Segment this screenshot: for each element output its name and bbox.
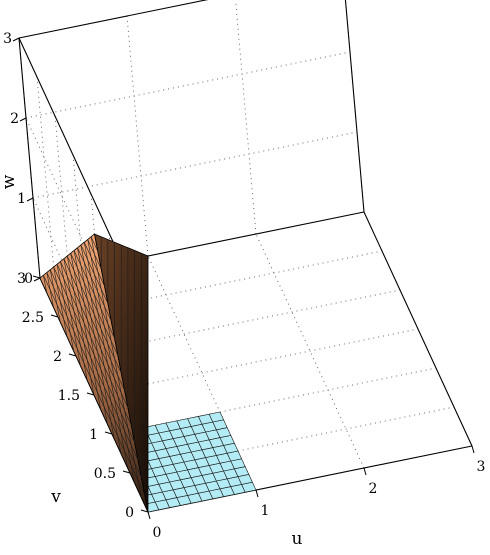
y-tick-label: 2 [53,349,62,365]
box-edge [363,211,473,447]
z-tick-mark [26,197,34,202]
surface [39,233,149,513]
y-tick-label: 1 [89,427,98,443]
grid-line [235,0,257,235]
y-tick-mark [122,470,131,474]
z-tick-mark [19,117,27,122]
y-tick-mark [86,392,95,396]
box-edge [18,0,209,39]
x-tick-mark [147,511,151,520]
grid-line [25,51,351,119]
surface-mesh-line [56,264,132,426]
z-tick-label: 1 [17,191,26,207]
grid-line [18,0,208,39]
x-axis-label: u [292,529,303,549]
surface-mesh-line [83,242,129,469]
x-tick-mark [471,445,475,454]
x-tick-label: 2 [369,481,378,497]
y-tick-label: 3 [17,271,26,287]
x-tick-label: 3 [477,459,486,475]
y-tick-mark [104,431,113,435]
surface-mesh-line [46,272,54,308]
surface-mesh-line [90,236,99,252]
surface-mesh-line [73,250,115,339]
surface-mesh-line [43,275,145,495]
z-axis-label: w [0,174,19,189]
surface-mesh-line [49,269,139,461]
surface-mesh-line [53,266,68,337]
z-tick-mark [12,37,20,42]
surface-mesh-line [70,253,119,356]
y-axis-label: v [50,487,61,507]
surface-mesh-line [77,247,112,322]
z-tick-mark [33,277,41,282]
y-tick-label: 2.5 [22,310,44,326]
x-tick-mark [363,467,367,476]
box-edge [18,37,128,273]
box-edge [18,37,41,279]
surface-mesh-line [60,261,81,366]
y-tick-mark [68,353,77,357]
x-tick-label: 0 [153,525,162,541]
x-tick-mark [255,489,259,498]
y-tick-mark [50,314,59,318]
floor-mesh-cell [208,411,225,423]
surface-mesh-line [87,239,102,269]
y-tick-label: 0.5 [94,466,116,482]
z-tick-label: 0 [24,271,33,287]
y-tick-mark [140,509,149,513]
surface-mesh-line [73,250,108,425]
y-tick-mark [32,275,41,279]
surface-mesh-line [70,253,102,410]
y-tick-label: 0 [125,505,134,521]
box-edge [344,0,365,213]
grid-line [32,131,358,199]
surface-mesh-line [43,275,48,293]
surface-mesh-line [66,255,122,374]
z-tick-label: 2 [10,111,19,127]
z-tick-label: 3 [3,31,12,47]
surface-mesh-line [63,258,88,381]
surface-mesh-line [90,236,142,498]
surface-mesh-line [77,247,115,439]
x-tick-label: 1 [261,503,270,519]
y-tick-label: 1.5 [58,388,80,404]
surface-mesh-line [60,261,129,408]
grid-line [126,15,149,257]
surface-mesh-line [49,269,61,322]
surface-mesh-line [66,255,95,396]
surface-mesh-line [63,258,125,391]
surface-mesh-line [84,242,105,287]
surface-mesh-line [80,244,109,304]
surface-mesh-line [56,264,75,352]
